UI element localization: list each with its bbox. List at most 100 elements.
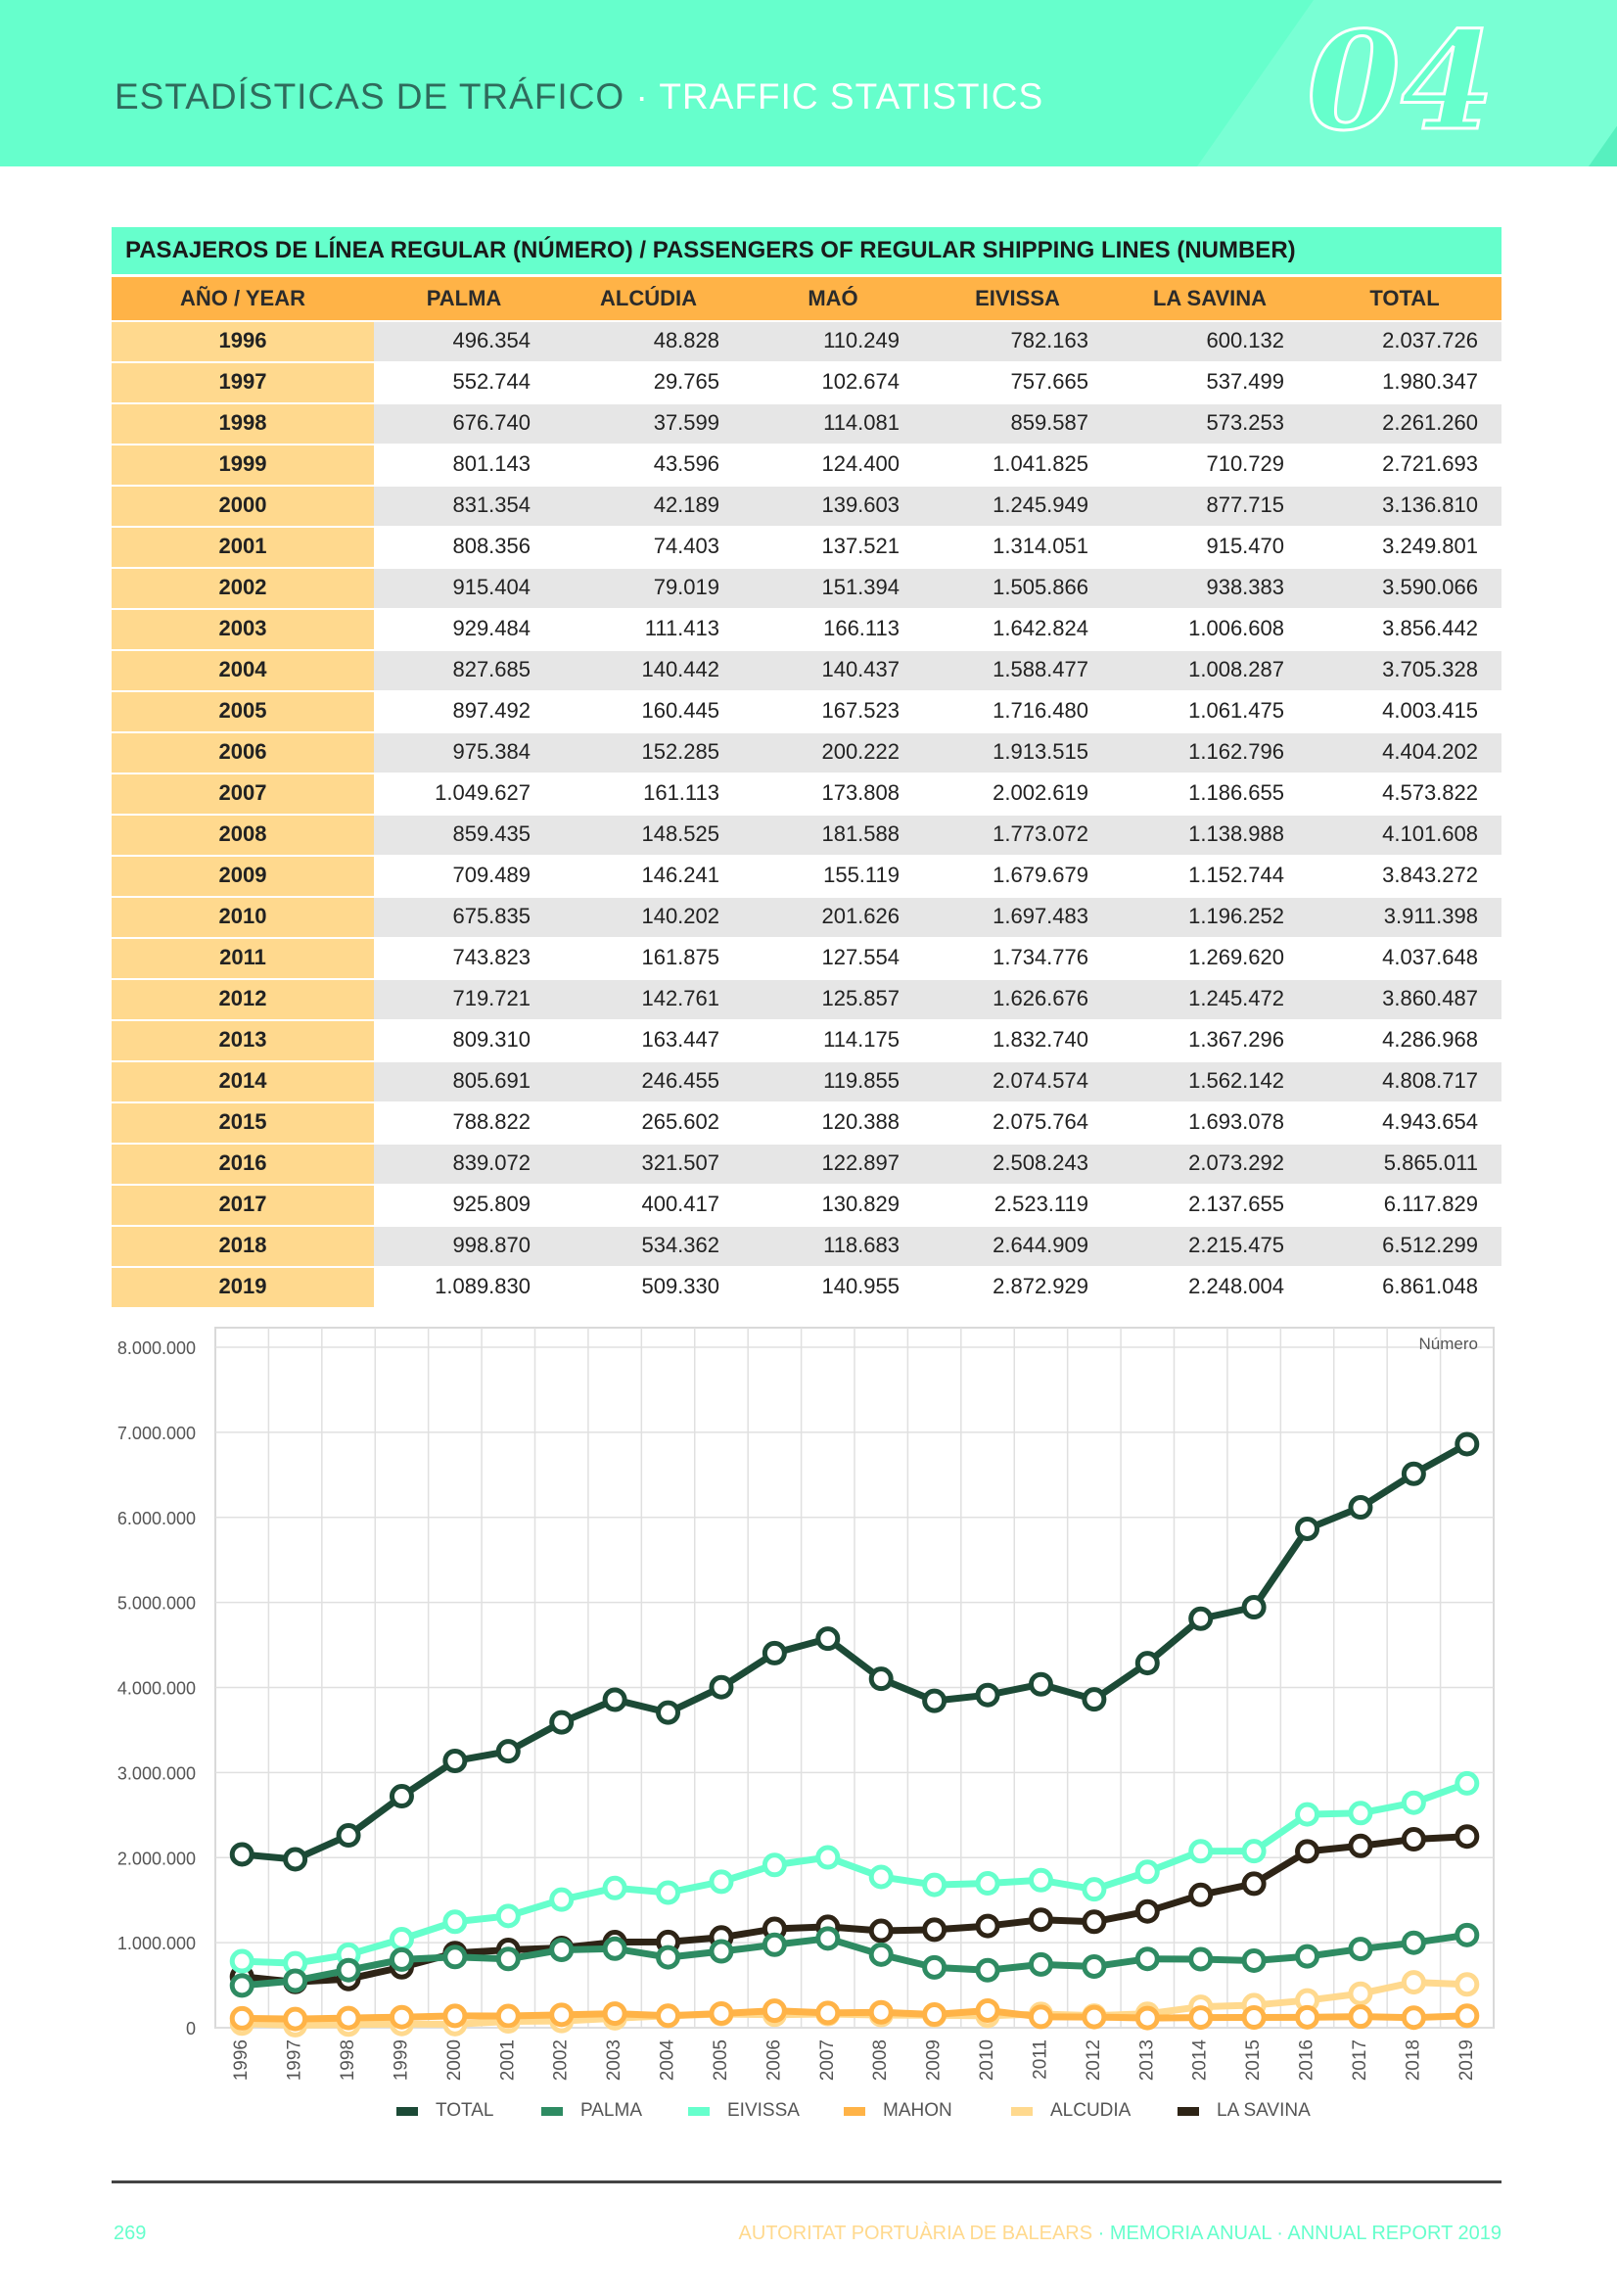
cell-palma: 827.685 [374, 651, 554, 690]
data-point [1348, 1981, 1373, 2006]
cell-alcudia: 111.413 [554, 610, 743, 649]
cell-palma: 897.492 [374, 692, 554, 731]
cell-alcudia: 509.330 [554, 1268, 743, 1307]
column-header-total: TOTAL [1369, 286, 1440, 310]
footer-separator: · [1092, 2223, 1110, 2244]
data-point [1455, 2003, 1480, 2029]
cell-mao: 137.521 [743, 528, 923, 567]
legend-item: ALCUDIA [1011, 2100, 1131, 2122]
cell-eivissa: 757.665 [923, 363, 1112, 402]
data-point [815, 1845, 841, 1870]
table-row: 2016 839.072 321.507 122.897 2.508.243 2.073.… [112, 1143, 1502, 1184]
chapter-number: 04 [1306, 1, 1497, 161]
table-body: 1996 496.354 48.828 110.249 782.163 600.132 2.… [112, 320, 1502, 1307]
cell-year: 2007 [112, 774, 374, 814]
cell-palma: 859.435 [374, 816, 554, 855]
cell-alcudia: 161.875 [554, 939, 743, 978]
cell-eivissa: 2.508.243 [923, 1145, 1112, 1184]
cell-la-savina: 1.008.287 [1112, 651, 1308, 690]
data-point [1028, 1867, 1053, 1893]
data-point [922, 2002, 947, 2028]
cell-la-savina: 1.562.142 [1112, 1062, 1308, 1101]
cell-year: 2017 [112, 1186, 374, 1225]
cell-total: 4.101.608 [1308, 816, 1502, 855]
data-point [229, 1842, 254, 1867]
cell-year: 2010 [112, 898, 374, 937]
cell-la-savina: 877.715 [1112, 487, 1308, 526]
cell-year: 2013 [112, 1021, 374, 1060]
data-point [1348, 1495, 1373, 1521]
data-point [1455, 1972, 1480, 1997]
data-point [1134, 2005, 1160, 2031]
cell-la-savina: 1.061.475 [1112, 692, 1308, 731]
cell-year: 1997 [112, 363, 374, 402]
data-point [1401, 2005, 1426, 2031]
data-point [602, 1936, 627, 1961]
data-point [868, 1999, 894, 2025]
y-tick-label: 1.000.000 [117, 1934, 196, 1953]
table-row: 2003 929.484 111.413 166.113 1.642.824 1.006.… [112, 608, 1502, 649]
table-row: 2007 1.049.627 161.113 173.808 2.002.619 1.18… [112, 773, 1502, 814]
cell-mao: 114.175 [743, 1021, 923, 1060]
data-point [656, 2003, 681, 2029]
cell-mao: 167.523 [743, 692, 923, 731]
cell-alcudia: 146.241 [554, 857, 743, 896]
cell-mao: 155.119 [743, 857, 923, 896]
legend-item: MAHON [844, 2100, 952, 2122]
x-tick-label: 2008 [870, 2039, 891, 2081]
cell-la-savina: 710.729 [1112, 445, 1308, 485]
cell-la-savina: 1.196.252 [1112, 898, 1308, 937]
y-tick-label: 8.000.000 [117, 1338, 196, 1358]
data-point [1188, 2005, 1214, 2031]
data-point [1241, 2005, 1267, 2031]
data-point [1295, 1802, 1320, 1827]
x-tick-label: 1999 [391, 2039, 411, 2081]
data-point [1455, 1922, 1480, 1947]
data-point [1348, 1801, 1373, 1826]
cell-mao: 166.113 [743, 610, 923, 649]
x-tick-label: 2001 [497, 2039, 518, 2081]
data-point [1134, 1651, 1160, 1676]
cell-la-savina: 573.253 [1112, 404, 1308, 444]
x-tick-label: 2014 [1190, 2039, 1211, 2082]
x-tick-label: 2012 [1084, 2039, 1104, 2081]
x-tick-label: 2005 [711, 2039, 731, 2081]
column-header-mao: MAÓ [808, 286, 858, 310]
x-tick-label: 2016 [1297, 2039, 1317, 2081]
data-point [549, 1937, 575, 1962]
data-point [1241, 1871, 1267, 1897]
cell-eivissa: 1.245.949 [923, 487, 1112, 526]
cell-year: 2001 [112, 528, 374, 567]
table-row: 2018 998.870 534.362 118.683 2.644.909 2.215.… [112, 1225, 1502, 1266]
cell-palma: 496.354 [374, 322, 554, 361]
cell-year: 2008 [112, 816, 374, 855]
data-point [495, 1946, 521, 1972]
column-header-eivissa: EIVISSA [975, 286, 1060, 310]
cell-mao: 151.394 [743, 569, 923, 608]
table-row: 2008 859.435 148.525 181.588 1.773.072 1.138.… [112, 814, 1502, 855]
data-point [1401, 1930, 1426, 1955]
cell-alcudia: 74.403 [554, 528, 743, 567]
data-point [815, 1626, 841, 1652]
cell-eivissa: 1.626.676 [923, 980, 1112, 1019]
table-title: PASAJEROS DE LÍNEA REGULAR (NÚMERO) / PA… [112, 227, 1502, 274]
cell-palma: 915.404 [374, 569, 554, 608]
data-point [1134, 1946, 1160, 1972]
cell-year: 2002 [112, 569, 374, 608]
data-point [1188, 1606, 1214, 1631]
x-tick-label: 2004 [658, 2039, 678, 2082]
data-point [656, 1945, 681, 1970]
legend-item: TOTAL [396, 2100, 493, 2122]
cell-la-savina: 1.186.655 [1112, 774, 1308, 814]
cell-eivissa: 1.505.866 [923, 569, 1112, 608]
data-point [1455, 1431, 1480, 1457]
cell-mao: 140.437 [743, 651, 923, 690]
legend-item: EIVISSA [688, 2100, 800, 2122]
cell-alcudia: 152.285 [554, 733, 743, 773]
data-point [229, 1948, 254, 1974]
table-row: 2013 809.310 163.447 114.175 1.832.740 1.367.… [112, 1019, 1502, 1060]
data-point [549, 1887, 575, 1912]
cell-mao: 124.400 [743, 445, 923, 485]
data-point [1028, 2004, 1053, 2030]
cell-palma: 1.049.627 [374, 774, 554, 814]
